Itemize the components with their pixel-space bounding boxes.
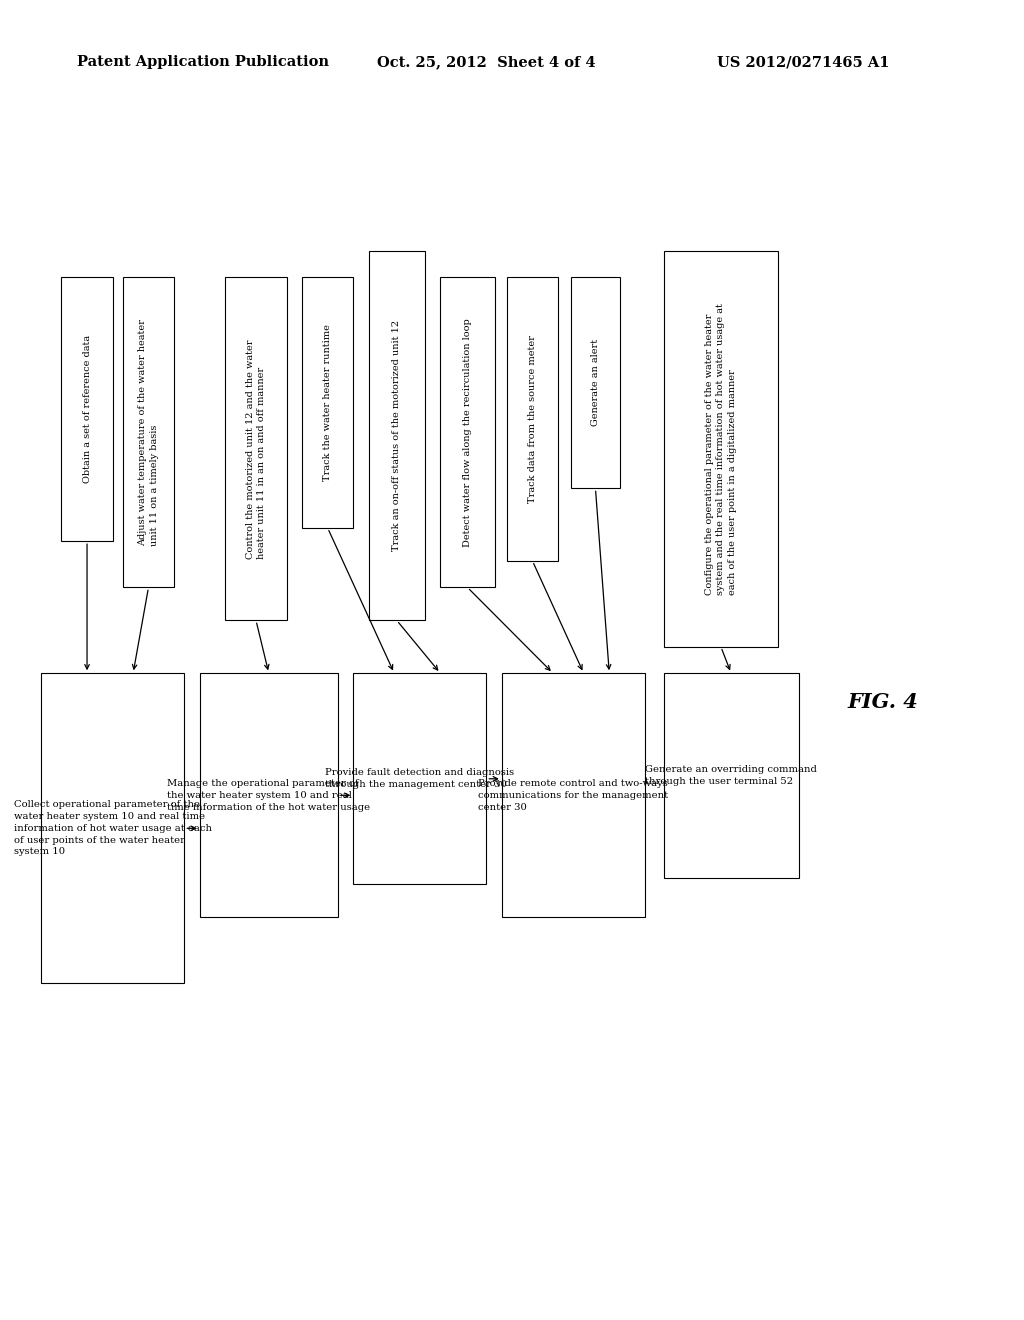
Text: Manage the operational parameter of
the water heater system 10 and real
time inf: Manage the operational parameter of the … (167, 779, 371, 812)
Text: Control the motorized unit 12 and the water
heater unit 11 in an on and off mann: Control the motorized unit 12 and the wa… (246, 339, 266, 558)
Bar (123, 277, 174, 587)
Bar (200, 673, 338, 917)
Bar (41, 673, 184, 983)
Text: Collect operational parameter of the
water heater system 10 and real time
inform: Collect operational parameter of the wat… (13, 800, 212, 857)
Text: Detect water flow along the recirculation loop: Detect water flow along the recirculatio… (463, 318, 472, 546)
Text: Oct. 25, 2012  Sheet 4 of 4: Oct. 25, 2012 Sheet 4 of 4 (377, 55, 596, 70)
Bar (502, 673, 645, 917)
Bar (225, 277, 287, 620)
Text: Configure the operational parameter of the water heater
system and the real time: Configure the operational parameter of t… (705, 302, 737, 595)
Bar (664, 251, 778, 647)
Text: Obtain a set of reference data: Obtain a set of reference data (83, 335, 91, 483)
Text: Track the water heater runtime: Track the water heater runtime (324, 325, 332, 480)
Text: FIG. 4: FIG. 4 (847, 692, 919, 713)
Bar (61, 277, 113, 541)
Text: Generate an overriding command
through the user terminal 52: Generate an overriding command through t… (645, 766, 817, 785)
Text: Patent Application Publication: Patent Application Publication (77, 55, 329, 70)
Text: Adjust water temperature of the water heater
unit 11 on a timely basis: Adjust water temperature of the water he… (138, 319, 159, 545)
Bar (302, 277, 353, 528)
Bar (353, 673, 486, 884)
Text: Generate an alert: Generate an alert (591, 339, 600, 426)
Bar (369, 251, 425, 620)
Text: US 2012/0271465 A1: US 2012/0271465 A1 (717, 55, 889, 70)
Bar (664, 673, 799, 878)
Text: Track data from the source meter: Track data from the source meter (528, 335, 537, 503)
Bar (571, 277, 620, 488)
Text: Track an on-off status of the motorized unit 12: Track an on-off status of the motorized … (392, 319, 401, 552)
Text: Provide remote control and two-ways
communications for the management
center 30: Provide remote control and two-ways comm… (478, 779, 669, 812)
Bar (507, 277, 558, 561)
Bar (440, 277, 495, 587)
Text: Provide fault detection and diagnosis
through the management center 30: Provide fault detection and diagnosis th… (326, 768, 514, 789)
